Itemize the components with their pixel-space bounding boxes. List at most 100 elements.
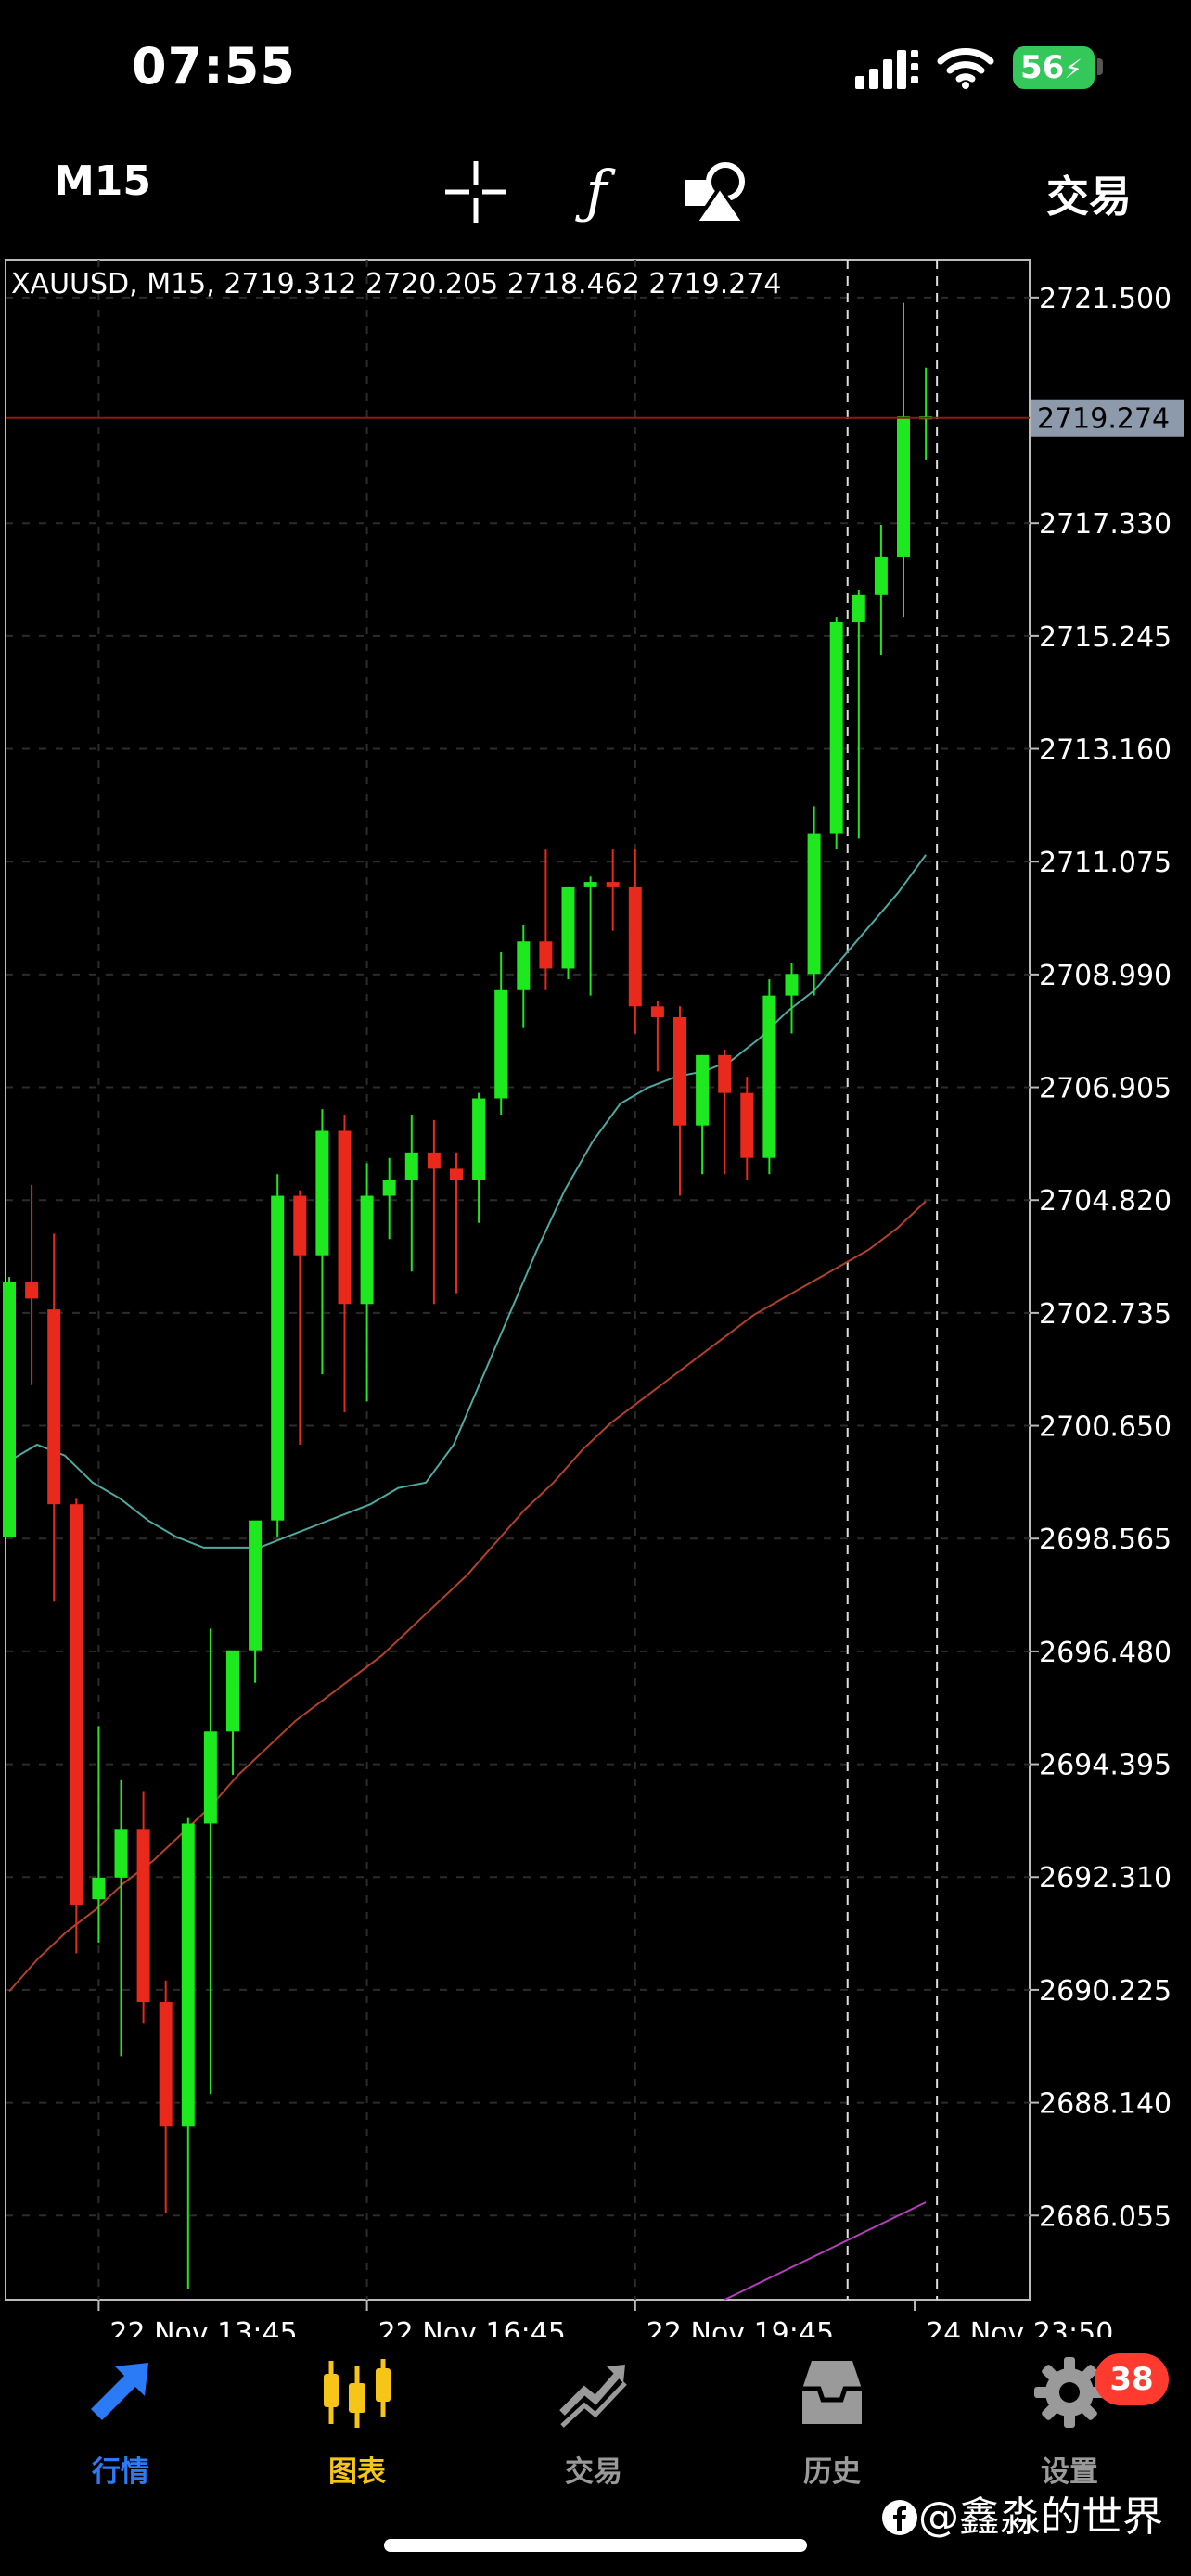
ma-fast-line [8, 854, 927, 1549]
candle-body [226, 1650, 239, 1732]
battery-nub [1097, 58, 1103, 75]
svg-text:ƒ: ƒ [575, 159, 617, 224]
x-tick-label: 24 Nov 23:50 [926, 2317, 1113, 2337]
candle-body [874, 556, 888, 595]
x-tick-label: 22 Nov 19:45 [647, 2317, 834, 2337]
nav-charts-label: 图表 [328, 2455, 386, 2489]
candle-body [583, 882, 597, 887]
nav-quotes[interactable]: 行情 [42, 2355, 199, 2489]
candle-body [606, 882, 620, 887]
y-tick-label: 2692.310 [1039, 1862, 1172, 1894]
cellular-signal-icon [855, 50, 918, 89]
settings-notification-badge: 38 [1095, 2353, 1169, 2405]
y-tick-label: 2702.735 [1039, 1298, 1172, 1331]
candle-body [807, 833, 821, 975]
trade-button[interactable]: 交易 [1046, 172, 1132, 222]
nav-quotes-label: 行情 [92, 2455, 149, 2489]
candle-body [293, 1195, 307, 1256]
candle-body [136, 1829, 150, 2003]
indicators-icon[interactable]: ƒ [564, 159, 629, 224]
x-tick-label: 22 Nov 13:45 [109, 2317, 297, 2337]
nav-settings[interactable]: 设置 [991, 2355, 1148, 2489]
candle-body [673, 1016, 686, 1126]
candle-body [696, 1054, 710, 1126]
candle-body [360, 1195, 374, 1305]
timeframe-button[interactable]: M15 [54, 158, 152, 205]
y-tick-label: 2715.245 [1039, 621, 1172, 654]
crosshair-icon[interactable] [443, 159, 508, 224]
y-tick-label: 2694.395 [1039, 1750, 1172, 1782]
y-tick-label: 2690.225 [1039, 1975, 1172, 2008]
candle-body [3, 1282, 16, 1537]
home-indicator [384, 2539, 807, 2552]
candle-body [785, 974, 799, 996]
history-inbox-icon [802, 2361, 862, 2424]
ma-slow-line [8, 1200, 927, 1993]
candle-body [47, 1309, 61, 1505]
candle-body [517, 941, 531, 990]
y-tick-label: 2698.565 [1039, 1524, 1172, 1556]
candle-body [762, 995, 776, 1158]
candle-body [852, 594, 865, 622]
y-tick-label: 2717.330 [1039, 508, 1172, 541]
objects-icon[interactable] [683, 159, 748, 224]
candle-body [114, 1829, 128, 1878]
status-bar: 07:55 56⚡ [0, 0, 1191, 139]
current-price-tag [1031, 399, 1184, 437]
battery-indicator: 56⚡ [1013, 46, 1095, 89]
y-tick-label: 2708.990 [1039, 960, 1172, 992]
watermark: @鑫淼的世界 [881, 2483, 1163, 2543]
candle-body [539, 941, 553, 969]
y-tick-label: 2721.500 [1039, 283, 1172, 315]
candle-body [628, 886, 642, 1007]
ma-long-line [724, 2201, 927, 2301]
battery-percent: 56 [1020, 49, 1065, 86]
candle-body [159, 2002, 173, 2127]
candle-body [740, 1092, 754, 1158]
quotes-arrows-icon [91, 2363, 148, 2422]
candle-body [472, 1098, 486, 1180]
y-tick-label: 2711.075 [1039, 847, 1172, 879]
candlestick-chart-icon [324, 2359, 391, 2428]
price-chart[interactable]: 2721.500 2717.330 2715.245 2713.160 2711.075… [0, 250, 1191, 2337]
nav-trade-label: 交易 [565, 2455, 622, 2489]
trade-trend-icon [559, 2365, 627, 2428]
candle-body [271, 1195, 285, 1521]
candle-body [650, 1006, 664, 1017]
plot-frame [5, 259, 1031, 2301]
candle-body [404, 1152, 418, 1180]
current-price-label: 2719.274 [1037, 403, 1170, 436]
candle-body [203, 1731, 217, 1824]
candle-body [450, 1168, 463, 1180]
candle-body [382, 1180, 396, 1196]
nav-trade[interactable]: 交易 [515, 2355, 672, 2489]
candle-body [249, 1520, 263, 1651]
candle-body [718, 1054, 732, 1093]
candle-body [897, 416, 910, 557]
settings-gear-icon [1034, 2357, 1105, 2428]
clock: 07:55 [132, 37, 296, 96]
candle-body [181, 1823, 195, 2127]
candle-body [92, 1877, 106, 1900]
y-tick-label: 2686.055 [1039, 2200, 1172, 2233]
y-tick-label: 2696.480 [1039, 1637, 1172, 1669]
y-tick-label: 2688.140 [1039, 2088, 1172, 2121]
candle-body [494, 989, 508, 1099]
facebook-icon [882, 2500, 917, 2535]
candle-body [561, 886, 575, 969]
candle-body [70, 1504, 83, 1906]
candle-body [25, 1282, 39, 1299]
candle-body [338, 1130, 352, 1305]
y-tick-label: 2704.820 [1039, 1185, 1172, 1218]
candle-body [427, 1152, 441, 1169]
chart-title: XAUUSD, M15, 2719.312 2720.205 2718.462 … [11, 268, 782, 300]
nav-settings-label: 设置 [1041, 2455, 1098, 2489]
nav-history[interactable]: 历史 [753, 2355, 911, 2489]
nav-history-label: 历史 [803, 2455, 861, 2489]
x-tick-label: 22 Nov 16:45 [378, 2317, 566, 2337]
nav-charts[interactable]: 图表 [278, 2355, 436, 2489]
y-tick-label: 2700.650 [1039, 1411, 1172, 1444]
candle-body [829, 621, 843, 834]
wifi-icon [937, 48, 994, 89]
candle-body [315, 1130, 329, 1256]
